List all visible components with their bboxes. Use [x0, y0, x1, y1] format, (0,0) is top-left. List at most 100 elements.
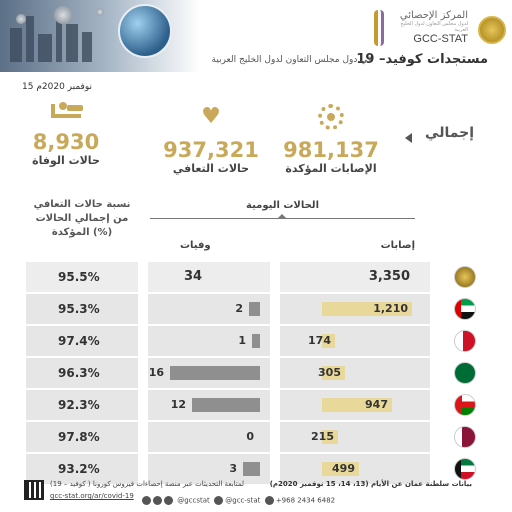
cases-cell: 215	[280, 422, 430, 452]
deaths-label: حالات الوفاة	[32, 154, 100, 167]
cases-cell: 3,350	[280, 262, 430, 292]
confirmed-value: 981,137	[283, 138, 379, 162]
stat-recovered: ♥ 937,321 حالات التعافي	[146, 104, 276, 175]
table-row: 174 1 97.4%	[0, 326, 512, 356]
cases-cell: 1,210	[280, 294, 430, 324]
heartbeat-icon: ♥	[201, 104, 221, 129]
twitter-icon[interactable]	[153, 496, 162, 505]
youtube-icon[interactable]	[214, 496, 224, 505]
table-row: 947 12 92.3%	[0, 390, 512, 420]
whatsapp-icon[interactable]	[264, 496, 274, 505]
page-subtitle: في دول مجلس التعاون لدول الخليج العربية	[211, 55, 372, 65]
table-row: 1,210 2 95.3%	[0, 294, 512, 324]
deaths-cell: 1	[148, 326, 270, 356]
cases-bar	[322, 334, 335, 348]
deaths-cell: 12	[148, 390, 270, 420]
deaths-bar	[192, 398, 260, 412]
footer: بيانات سلطنة عمان عن الأيام (13، 14، 15 …	[0, 478, 512, 512]
recovery-pct-value: 92.3%	[26, 390, 138, 420]
cases-cell: 499	[280, 454, 430, 484]
cases-value: 305	[318, 366, 341, 379]
confirmed-label: الإصابات المؤكدة	[285, 162, 377, 175]
recovery-pct-value: 95.5%	[26, 262, 138, 292]
deaths-value: 0	[246, 430, 254, 443]
recovered-value: 937,321	[163, 138, 259, 162]
qatar-flag-icon	[454, 426, 476, 448]
org-name-ar: المركز الإحصائي	[399, 10, 468, 21]
deaths-value: 8,930	[32, 130, 100, 154]
cases-cell: 947	[280, 390, 430, 420]
saudi-flag-icon	[454, 362, 476, 384]
deaths-bar	[252, 334, 260, 348]
kuwait-flag-icon	[454, 458, 476, 480]
instagram-icon[interactable]	[164, 496, 173, 505]
gcc-stat-logo: المركز الإحصائي لدول مجلس التعاون لدول ا…	[374, 10, 468, 46]
cases-bar	[322, 302, 412, 316]
stat-deaths: 8,930 حالات الوفاة	[18, 102, 114, 167]
table-row: 305 16 96.3%	[0, 358, 512, 388]
caret-up-icon	[277, 214, 287, 219]
caret-left-icon	[405, 133, 412, 143]
cases-value: 215	[311, 430, 334, 443]
facebook-icon[interactable]	[142, 496, 151, 505]
deaths-bar	[170, 366, 260, 380]
bed-icon	[51, 102, 83, 118]
oman-flag-icon	[454, 394, 476, 416]
cases-value: 499	[332, 462, 355, 475]
cases-bar	[322, 462, 359, 476]
table-row: 215 0 97.8%	[0, 422, 512, 452]
org-name-en: GCC-STAT	[413, 33, 468, 45]
deaths-value: 1	[238, 334, 246, 347]
cases-cell: 305	[280, 358, 430, 388]
cases-column-header: إصابات	[380, 240, 415, 251]
deaths-bar	[249, 302, 260, 316]
report-date: 15 نوفمبر 2020م	[22, 82, 93, 92]
cases-bar	[322, 398, 392, 412]
cases-cell: 174	[280, 326, 430, 356]
deaths-cell: 3	[148, 454, 270, 484]
page-title: مستجدات كوفيد– 19	[356, 52, 488, 67]
totals-label: إجمالي	[425, 125, 474, 141]
deaths-value: 2	[235, 302, 243, 315]
deaths-value: 16	[148, 366, 164, 379]
recovery-pct-value: 93.2%	[26, 454, 138, 484]
deaths-value: 3	[229, 462, 237, 475]
uae-flag-icon	[454, 298, 476, 320]
daily-cases-header: الحالات اليومية إصابات وفيات	[150, 196, 415, 256]
daily-header-label: الحالات اليومية	[246, 200, 319, 211]
covid-platform-link[interactable]: gcc-stat.org/ar/covid-19	[50, 492, 134, 500]
social-links[interactable]: @gccstat @gcc-stat +968 2434 6482	[142, 496, 335, 505]
deaths-column-header: وفيات	[180, 240, 211, 251]
gcc-emblem-icon	[478, 16, 506, 44]
recovery-pct-header: نسبة حالات التعافي من إجمالي الحالات الم…	[33, 199, 131, 238]
recovery-pct-value: 96.3%	[26, 358, 138, 388]
cases-bar	[322, 366, 345, 380]
oman-data-note: بيانات سلطنة عمان عن الأيام (13، 14، 15 …	[269, 480, 472, 488]
recovery-pct-value: 95.3%	[26, 294, 138, 324]
cases-bar	[322, 430, 338, 444]
deaths-bar	[243, 462, 260, 476]
deaths-value: 34	[184, 269, 203, 284]
org-subtitle: لدول مجلس التعاون لدول الخليج العربية	[400, 21, 468, 33]
qr-code-icon[interactable]	[24, 480, 44, 500]
cases-value: 947	[365, 398, 388, 411]
header: المركز الإحصائي لدول مجلس التعاون لدول ا…	[0, 0, 512, 80]
banner-illustration	[0, 0, 200, 72]
recovered-label: حالات التعافي	[172, 162, 250, 175]
table-row: 499 3 93.2%	[0, 454, 512, 484]
cases-value: 1,210	[373, 302, 408, 315]
deaths-cell: 16	[148, 358, 270, 388]
stat-confirmed: 981,137 الإصابات المؤكدة	[276, 104, 386, 175]
deaths-cell: 2	[148, 294, 270, 324]
cases-value: 174	[308, 334, 331, 347]
gcc-emblem-flag-icon	[454, 266, 476, 288]
table-row: 3,350 34 95.5%	[0, 262, 512, 292]
deaths-cell: 34	[148, 262, 270, 292]
recovery-pct-value: 97.8%	[26, 422, 138, 452]
follow-text: لمتابعة التحديثات عبر منصة إحصاءات فيروس…	[50, 480, 245, 488]
virus-icon	[318, 104, 344, 130]
cases-value: 3,350	[368, 269, 410, 284]
recovery-pct-value: 97.4%	[26, 326, 138, 356]
deaths-cell: 0	[148, 422, 270, 452]
globe-icon	[118, 4, 172, 58]
